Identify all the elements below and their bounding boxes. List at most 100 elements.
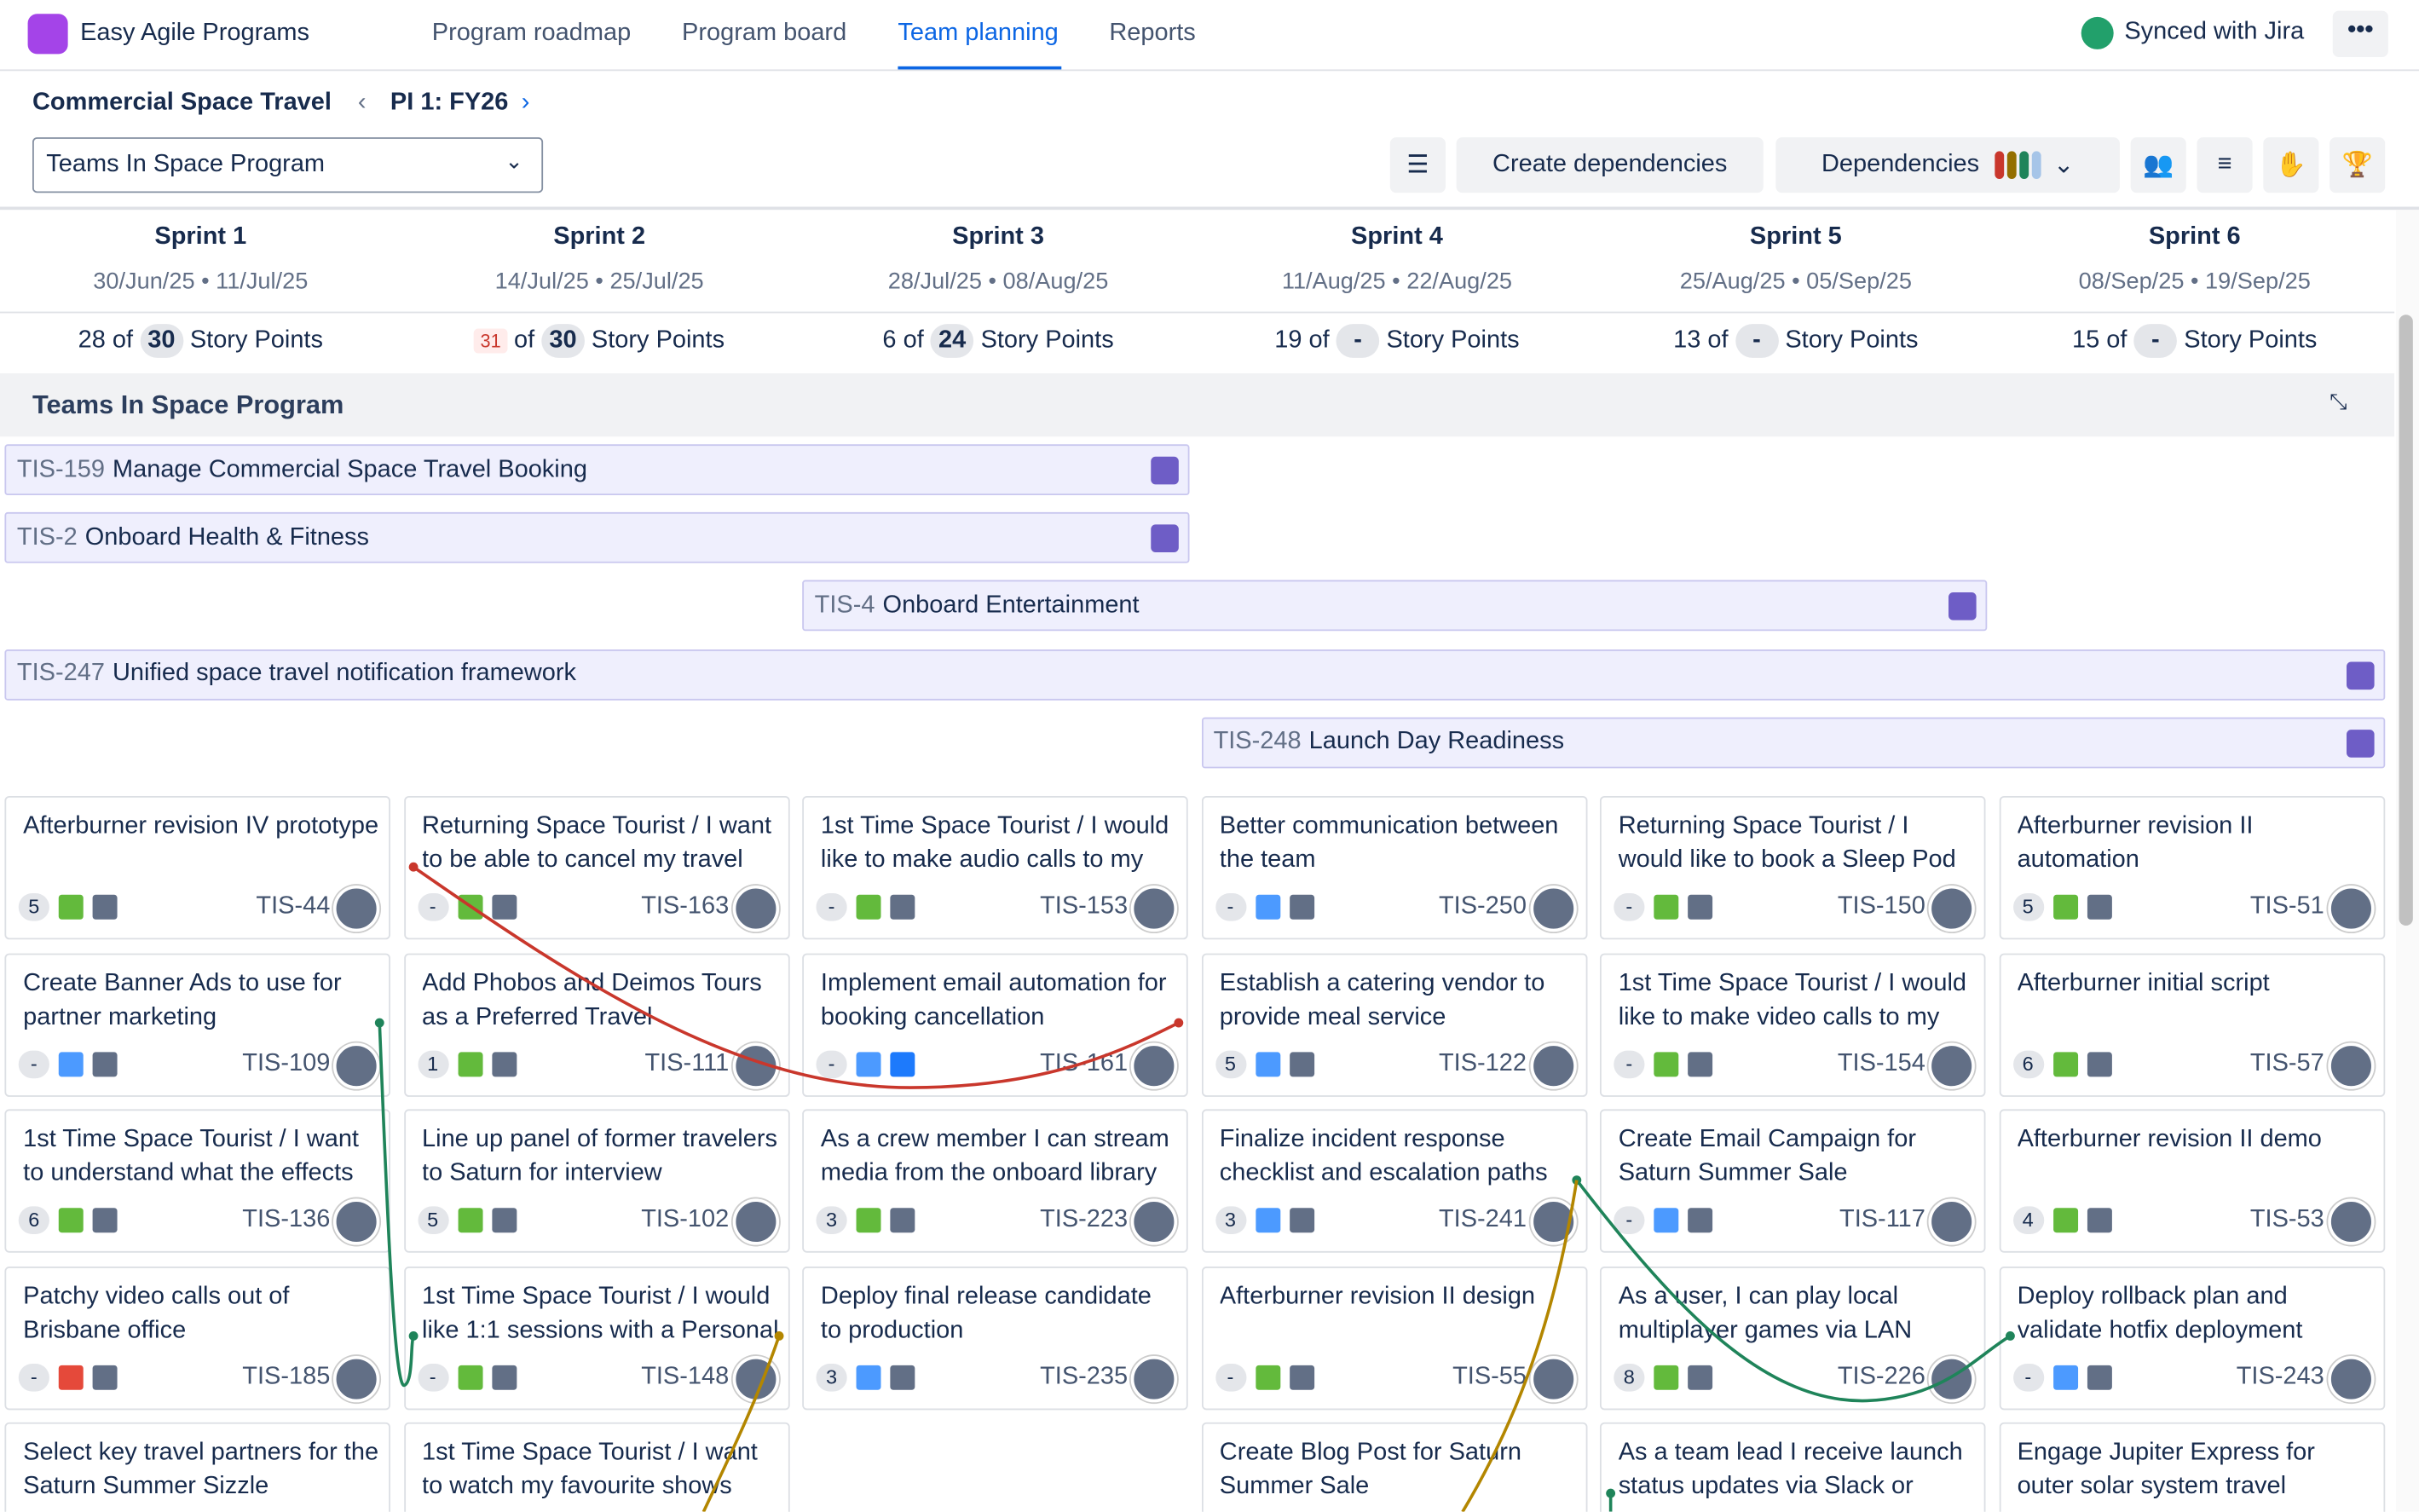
next-pi[interactable]: › (521, 89, 530, 116)
sprint-dates: 08/Sep/25 • 19/Sep/25 (2078, 268, 2311, 295)
story-points: 3 (816, 1206, 847, 1235)
card[interactable]: Afterburner revision II automation 5 TIS-5… (1998, 795, 2385, 940)
card[interactable]: Better communication between the team - TI… (1201, 795, 1587, 940)
scroll-thumb[interactable] (2399, 315, 2413, 926)
card[interactable]: Patchy video calls out of Brisbane offic… (4, 1266, 390, 1410)
issue-type-icon (2052, 1051, 2078, 1076)
create-dependencies-button[interactable]: Create dependencies (1456, 137, 1764, 193)
nav-item[interactable]: Team planning (898, 20, 1059, 47)
issue-key: TIS-57 (2249, 1049, 2324, 1076)
card[interactable]: Afterburner revision IV prototype 5 TIS-44 (4, 795, 390, 940)
hand-button[interactable]: ✋ (2263, 137, 2319, 193)
status-icon (1289, 1208, 1314, 1233)
feature-bar[interactable]: TIS-247 Unified space travel notification… (4, 649, 2386, 701)
points-done: 6 (882, 326, 897, 354)
team-row: Teams In Space Program ⤡ (0, 373, 2395, 437)
trophy-button[interactable]: 🏆 (2330, 137, 2386, 193)
card-title: Add Phobos and Deimos Tours as a Preferr… (422, 969, 762, 1030)
sprint-points: 28 of 30 Story Points (2, 324, 400, 358)
card[interactable]: 1st Time Space Tourist / I would like 1:… (403, 1266, 789, 1410)
issue-key: TIS-226 (1837, 1363, 1925, 1390)
status-icon (92, 1365, 118, 1390)
feature-title: Manage Commercial Space Travel Booking (112, 455, 587, 482)
issue-type-icon (1654, 1208, 1679, 1233)
card[interactable]: Select key travel partners for the Satur… (4, 1423, 390, 1512)
card[interactable]: Engage Jupiter Express for outer solar s… (1998, 1423, 2385, 1512)
card[interactable]: Afterburner revision II demo 4 TIS-53 (1998, 1109, 2385, 1254)
card[interactable]: Deploy rollback plan and validate hotfix… (1998, 1266, 2385, 1410)
card-title: Select key travel partners for the Satur… (23, 1440, 379, 1501)
story-points: - (1614, 1049, 1645, 1078)
card[interactable]: Returning Space Tourist / I would like t… (1599, 795, 1986, 940)
status-icon (1688, 1365, 1713, 1390)
issue-key: TIS-243 (2236, 1363, 2324, 1390)
card[interactable]: Deploy final release candidate to produc… (802, 1266, 1188, 1410)
points-done: 28 (78, 326, 106, 354)
dependency-dot (374, 1018, 384, 1028)
card[interactable]: Afterburner initial script 6 TIS-57 (1998, 952, 2385, 1097)
assignee-avatar (332, 1198, 380, 1246)
points-done: 13 (1673, 326, 1701, 354)
dependency-line (1461, 1180, 1579, 1512)
nav-item[interactable]: Program board (682, 20, 847, 47)
feature-bar[interactable]: TIS-248 Launch Day Readiness (1201, 717, 2386, 769)
filter-button[interactable]: ☰ (1389, 137, 1446, 193)
card[interactable]: 1st Time Space Tourist / I would like to… (1599, 952, 1986, 1097)
story-points: 5 (1215, 1049, 1246, 1078)
assignee-avatar (2327, 885, 2374, 932)
story-points: 8 (1614, 1363, 1645, 1392)
card[interactable]: As a user, I can play local multiplayer … (1599, 1266, 1986, 1410)
assignee-avatar (1928, 885, 1975, 932)
sprint-name: Sprint 4 (1351, 223, 1443, 251)
feature-bar[interactable]: TIS-2 Onboard Health & Fitness (4, 512, 1189, 563)
sprint-dates: 14/Jul/25 • 25/Jul/25 (494, 268, 704, 295)
card-title: Create Email Campaign for Saturn Summer … (1618, 1126, 1916, 1187)
feature-bar[interactable]: TIS-159 Manage Commercial Space Travel Bo… (4, 444, 1189, 496)
card[interactable]: Create Blog Post for Saturn Summer Sale (1201, 1423, 1587, 1512)
dependency-dot (774, 1331, 784, 1341)
story-points: - (1215, 892, 1246, 921)
unit-label: Story Points (591, 326, 725, 354)
nav-item[interactable]: Reports (1109, 20, 1196, 47)
stack-button[interactable]: ≡ (2197, 137, 2253, 193)
card-title: As a crew member I can stream media from… (820, 1126, 1169, 1187)
card[interactable]: As a team lead I receive launch status u… (1599, 1423, 1986, 1512)
card[interactable]: Establish a catering vendor to provide m… (1201, 952, 1587, 1097)
more-button[interactable]: ••• (2332, 10, 2388, 57)
feature-title: Launch Day Readiness (1308, 728, 1565, 755)
assignee-avatar (332, 1042, 380, 1089)
team-select[interactable]: Teams In Space Program ⌄ (32, 137, 544, 193)
card[interactable]: 1st Time Space Tourist / I want to under… (4, 1109, 390, 1254)
card[interactable]: Create Banner Ads to use for partner mar… (4, 952, 390, 1097)
card[interactable]: Line up panel of former travelers to Sat… (403, 1109, 789, 1254)
card[interactable]: Implement email automation for booking c… (802, 952, 1188, 1097)
feature-bar[interactable]: TIS-4 Onboard Entertainment (802, 580, 1987, 632)
assignee-avatar (332, 885, 380, 932)
issue-type-icon (856, 1208, 881, 1233)
status-icon (491, 894, 517, 920)
teams-button[interactable]: 👥 (2130, 137, 2186, 193)
collapse-button[interactable]: ⤡ (2330, 389, 2347, 414)
card[interactable]: Finalize incident response checklist and… (1201, 1109, 1587, 1254)
story-points: 4 (2012, 1206, 2044, 1235)
card[interactable]: Create Email Campaign for Saturn Summer … (1599, 1109, 1986, 1254)
story-points: - (417, 892, 448, 921)
sprint-points: 15 of - Story Points (1995, 324, 2393, 358)
top-bar: Easy Agile Programs Program roadmap Progr… (0, 0, 2419, 72)
prev-pi[interactable]: ‹ (357, 89, 367, 116)
nav-item[interactable]: Program roadmap (431, 20, 632, 47)
card-title: Afterburner initial script (2017, 969, 2270, 996)
card[interactable]: As a crew member I can stream media from… (802, 1109, 1188, 1254)
dependencies-button[interactable]: Dependencies ⌄ (1775, 137, 2120, 193)
story-points: 5 (2012, 892, 2044, 921)
unit-label: Story Points (189, 326, 323, 354)
issue-key: TIS-163 (641, 892, 730, 920)
issue-key: TIS-153 (1040, 892, 1129, 920)
story-points: 5 (417, 1206, 448, 1235)
issue-key: TIS-117 (1839, 1206, 1925, 1233)
status-icon (1289, 894, 1314, 920)
card[interactable]: Returning Space Tourist / I want to be a… (403, 795, 789, 940)
card[interactable]: 1st Time Space Tourist / I would like to… (802, 795, 1188, 940)
card[interactable]: Add Phobos and Deimos Tours as a Preferr… (403, 952, 789, 1097)
issue-type-icon (457, 1051, 482, 1076)
